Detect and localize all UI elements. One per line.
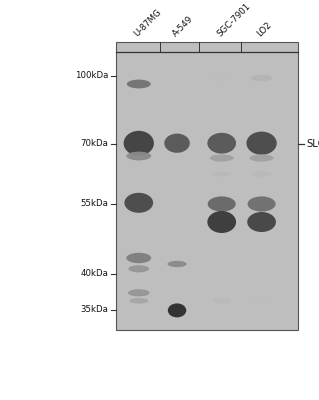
Text: 40kDa: 40kDa	[80, 270, 108, 278]
Ellipse shape	[246, 132, 277, 155]
Ellipse shape	[210, 154, 234, 162]
Ellipse shape	[207, 211, 236, 233]
Text: SGC-7901: SGC-7901	[215, 2, 252, 39]
Ellipse shape	[208, 196, 236, 212]
Ellipse shape	[167, 261, 187, 267]
Ellipse shape	[126, 253, 151, 263]
Text: A-549: A-549	[171, 15, 195, 39]
Text: LO2: LO2	[255, 20, 273, 39]
Ellipse shape	[124, 131, 154, 156]
Ellipse shape	[124, 193, 153, 213]
Ellipse shape	[129, 298, 148, 304]
Ellipse shape	[252, 298, 271, 303]
Ellipse shape	[168, 303, 186, 318]
Text: SLC24A4: SLC24A4	[306, 139, 319, 149]
Text: 35kDa: 35kDa	[80, 306, 108, 314]
Ellipse shape	[247, 212, 276, 232]
Text: 55kDa: 55kDa	[80, 200, 108, 208]
Ellipse shape	[164, 134, 190, 153]
Text: 70kDa: 70kDa	[80, 140, 108, 148]
Ellipse shape	[211, 75, 233, 81]
Ellipse shape	[207, 133, 236, 154]
Ellipse shape	[249, 154, 273, 162]
Ellipse shape	[213, 298, 231, 304]
Ellipse shape	[127, 80, 151, 88]
Ellipse shape	[128, 265, 149, 272]
Bar	[116, 42, 298, 330]
Ellipse shape	[248, 196, 276, 212]
Ellipse shape	[212, 172, 231, 176]
Ellipse shape	[126, 152, 151, 160]
Text: 100kDa: 100kDa	[75, 72, 108, 80]
Ellipse shape	[252, 171, 271, 177]
Ellipse shape	[251, 75, 272, 81]
Text: U-87MG: U-87MG	[132, 8, 163, 39]
Ellipse shape	[128, 289, 150, 296]
